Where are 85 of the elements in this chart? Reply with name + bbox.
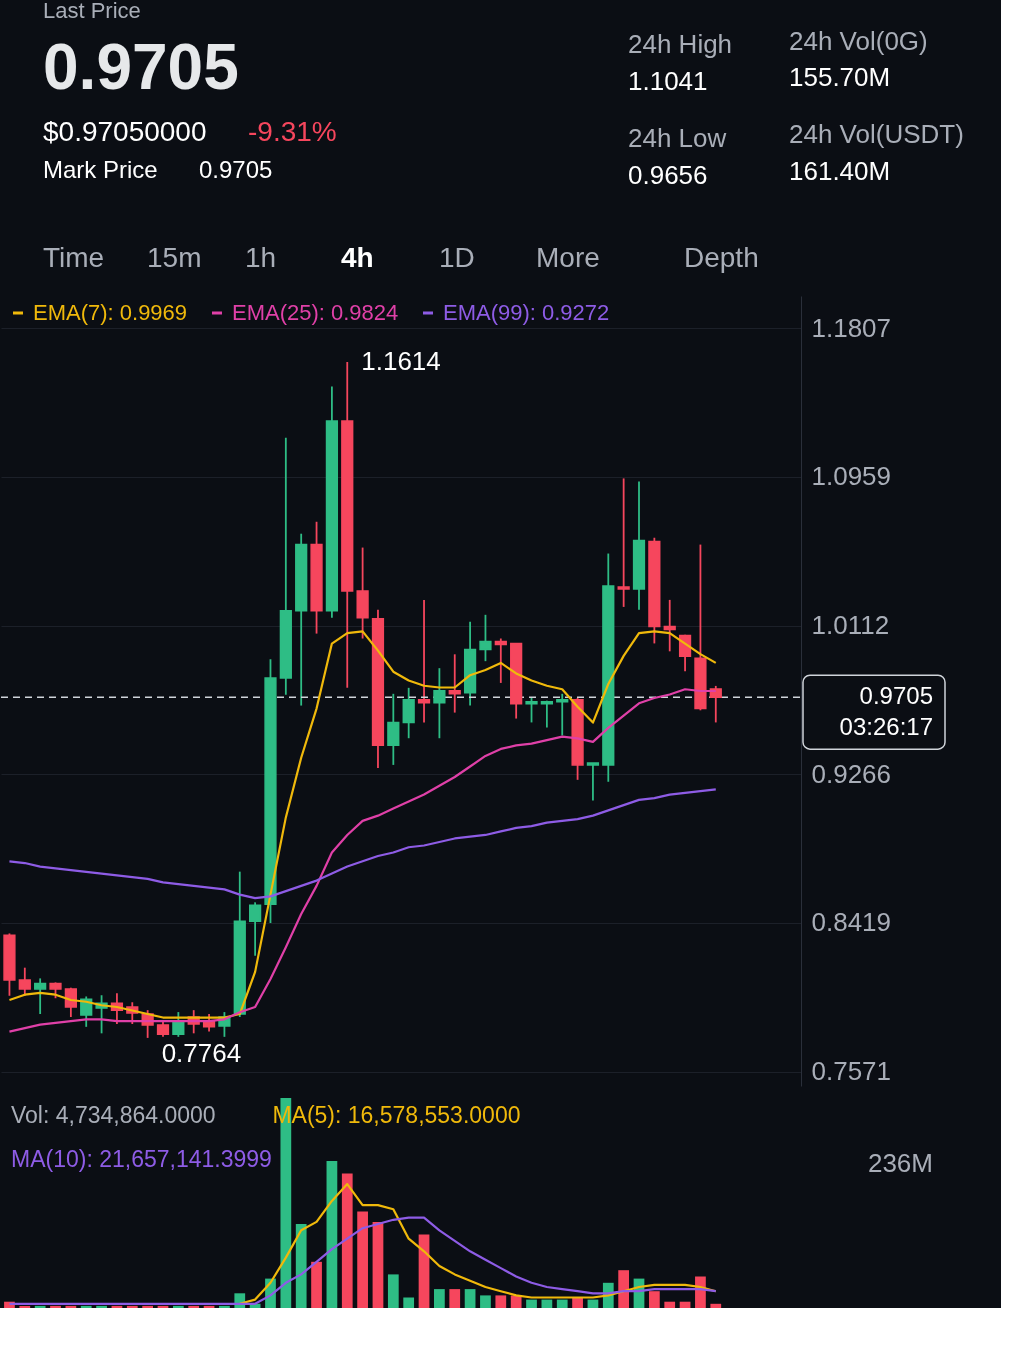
candlestick: [709, 685, 722, 724]
bar: [357, 1211, 368, 1308]
bar: [495, 1295, 507, 1308]
bar: [618, 1270, 630, 1308]
bar: [19, 1305, 31, 1308]
text: Depth: [684, 241, 759, 273]
bar: [96, 1305, 107, 1308]
bar: [372, 1221, 384, 1308]
text: 155.70M: [789, 62, 891, 93]
y-tick-label: 1.0112: [811, 610, 890, 641]
legend-label: EMA(99): 0.9272: [443, 300, 610, 325]
text: 24h Low: [628, 122, 727, 153]
text: 0.9705: [199, 156, 273, 184]
text: 1h: [245, 241, 277, 273]
legend-label: EMA(25): 0.9824: [232, 300, 399, 325]
candlestick: [586, 762, 600, 802]
text: 1.1041: [628, 65, 708, 96]
candlestick: [387, 692, 400, 766]
text: 15m: [147, 241, 202, 273]
candlestick: [663, 598, 676, 653]
candlestick: [540, 699, 553, 729]
bar: [219, 1305, 230, 1308]
candlestick: [433, 667, 446, 740]
candlestick: [18, 966, 31, 997]
bar: [80, 1305, 92, 1308]
bar: [434, 1289, 445, 1308]
text: Vol: 4,734,864.0000: [11, 1102, 216, 1128]
text: 24h Vol(USDT): [789, 119, 964, 150]
bar: [172, 1305, 184, 1308]
bar: [34, 1305, 46, 1308]
text: 0.9705: [43, 30, 239, 103]
candlestick: [479, 613, 492, 663]
ref-line-label: 0.9705: [859, 682, 933, 710]
annotation: 1.1614: [361, 346, 441, 377]
bar: [464, 1289, 476, 1308]
candlestick: [34, 977, 47, 1015]
bar: [126, 1305, 138, 1308]
y-tick-label: 1.0959: [811, 461, 892, 492]
bar: [65, 1305, 77, 1308]
y-tick-label: 0.8419: [811, 907, 892, 938]
bar: [541, 1299, 553, 1308]
text: 24h High: [628, 29, 733, 60]
text: Last Price: [43, 0, 141, 23]
text: Mark Price: [43, 156, 158, 184]
candlestick: [448, 653, 461, 714]
bar: [387, 1274, 399, 1308]
text: 1D: [439, 241, 475, 273]
candlestick: [556, 692, 569, 737]
y-tick-label: 0.7571: [811, 1056, 892, 1087]
candlestick: [525, 696, 538, 724]
text: 24h Vol(0G): [789, 25, 928, 56]
candlestick: [402, 686, 415, 740]
candlestick: [417, 598, 431, 724]
text: -9.31%: [248, 115, 337, 147]
text: 4h: [341, 241, 374, 273]
bar: [311, 1261, 322, 1308]
annotation: 0.7764: [161, 1037, 242, 1068]
legend-label: EMA(7): 0.9969: [33, 300, 188, 325]
candlestick: [617, 477, 630, 608]
candlestick: [494, 637, 507, 684]
bar: [480, 1295, 491, 1308]
bar: [188, 1305, 200, 1308]
bar: [664, 1301, 676, 1308]
y-tick-label: 1.1807: [811, 312, 892, 343]
bar: [341, 1173, 353, 1308]
text: Time: [43, 241, 105, 273]
candlestick: [249, 901, 262, 957]
text: $0.97050000: [43, 115, 207, 147]
bar: [648, 1291, 660, 1308]
bar: [403, 1297, 415, 1308]
bar: [526, 1299, 537, 1308]
bar: [710, 1303, 722, 1308]
text: 03:26:17: [839, 713, 933, 741]
text: 236M: [867, 1148, 933, 1178]
bar: [142, 1305, 154, 1308]
bar: [449, 1289, 461, 1308]
bar: [295, 1224, 307, 1308]
bar: [556, 1299, 568, 1308]
text: 161.40M: [789, 156, 891, 186]
bar: [50, 1305, 61, 1308]
text: MA(10): 21,657,141.3999: [11, 1146, 272, 1172]
line-series: [8, 788, 717, 900]
y-tick-label: 0.9266: [811, 758, 892, 789]
text: 0.9656: [628, 159, 708, 190]
text: More: [536, 241, 600, 273]
